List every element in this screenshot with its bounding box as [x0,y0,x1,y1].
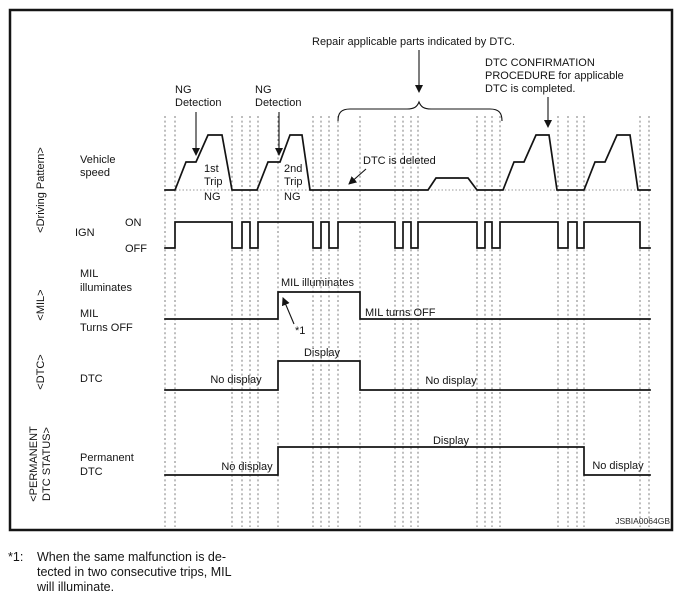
dtc-no-display-2: No display [425,375,477,387]
dtc-confirmation-note-line1: DTC CONFIRMATION [485,57,595,69]
trip1-label-line2: Trip [204,176,223,188]
ng1-label-line1: NG [175,84,192,96]
permanent-dtc-label-line1: Permanent [80,452,134,464]
trip2-label-line1: 2nd [284,163,302,175]
footnote-line1: When the same malfunction is de- [37,550,226,564]
dtc-deleted-arrow-icon [348,168,367,185]
ref1-marker: *1 [295,325,305,337]
ign-label: IGN [75,227,95,239]
mil-waveform [164,291,651,320]
repair-note: Repair applicable parts indicated by DTC… [312,36,515,48]
group-permanent-dtc-line1: <PERMANENT [28,426,40,502]
mil-high-label-line1: MIL [80,268,98,280]
permanent-dtc-waveform [164,446,651,476]
footnote-line2: tected in two consecutive trips, MIL [37,565,232,579]
figure-watermark: JSBIA0064GB [615,516,670,526]
dtc-waveform [164,360,651,391]
dtc-display: Display [304,347,341,359]
dtc-confirmation-note-line3: DTC is completed. [485,83,575,95]
group-mil: <MIL> [35,289,47,320]
mil-high-label-line2: illuminates [80,282,132,294]
dtc-no-display-1: No display [210,374,262,386]
mil-low-label-line2: Turns OFF [80,322,133,334]
ng2-label-line1: NG [255,84,272,96]
vehicle-speed-waveform [164,134,651,191]
pdtc-no-display-2: No display [592,460,644,472]
mil-turns-off-text: MIL turns OFF [365,307,436,319]
ign-waveform [164,221,651,249]
permanent-dtc-label-line2: DTC [80,466,103,478]
pdtc-display: Display [433,435,470,447]
pdtc-no-display-1: No display [221,461,273,473]
footnote-marker: *1: [8,550,23,564]
ign-on-label: ON [125,217,142,229]
repair-brace [337,100,503,122]
group-permanent-dtc-line2: DTC STATUS> [41,427,53,501]
trip1-label-line3: NG [204,191,221,203]
ref1-arrow-icon [282,297,295,325]
mil-illuminates-text: MIL illuminates [281,277,354,289]
trip2-label-line3: NG [284,191,301,203]
dtc-confirmation-note-line2: PROCEDURE for applicable [485,70,624,82]
dtc-label: DTC [80,373,103,385]
footnote-line3: will illuminate. [36,580,114,594]
trip1-label-line1: 1st [204,163,219,175]
ng2-label-line2: Detection [255,97,301,109]
trip2-label-line2: Trip [284,176,303,188]
vehicle-speed-label-line1: Vehicle [80,154,115,166]
dtc-deleted-label: DTC is deleted [363,155,436,167]
figure-border [8,8,674,532]
ng1-label-line2: Detection [175,97,221,109]
group-dtc: <DTC> [35,354,47,389]
group-driving-pattern: <Driving Pattern> [35,147,47,233]
mil-low-label-line1: MIL [80,308,98,320]
ign-off-label: OFF [125,243,147,255]
vehicle-speed-label-line2: speed [80,167,110,179]
